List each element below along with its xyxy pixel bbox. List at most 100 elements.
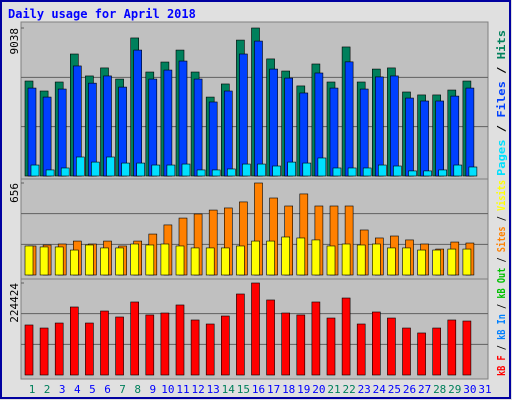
bar [438, 169, 448, 177]
bar [356, 244, 366, 276]
legend: Pages / Files / Hits [495, 30, 508, 176]
bar [296, 314, 306, 376]
x-tick-label: 27 [418, 383, 431, 396]
bar [166, 164, 176, 177]
bar [30, 164, 40, 177]
bar [70, 306, 79, 376]
x-tick-label: 20 [312, 383, 325, 396]
bar [447, 248, 457, 276]
bar [269, 68, 278, 177]
bar [130, 243, 139, 276]
bar [115, 247, 124, 276]
bar [374, 76, 384, 177]
bar [54, 322, 64, 376]
bar [163, 69, 173, 177]
bar [423, 170, 432, 177]
bar [359, 88, 369, 177]
bar [193, 78, 203, 177]
bar [211, 169, 221, 177]
bar [85, 322, 94, 376]
legend-item: Visits [495, 180, 508, 211]
bar [329, 87, 339, 177]
bar [281, 236, 291, 276]
x-tick-label: 5 [89, 383, 96, 396]
legend-item: kB F [495, 355, 508, 376]
legend-item: / [495, 59, 508, 81]
bar [296, 237, 306, 276]
legend-item: Files [495, 81, 508, 118]
bar [402, 327, 411, 376]
bar [462, 320, 472, 376]
x-tick-label: 12 [191, 383, 204, 396]
bar [205, 323, 215, 376]
bar [145, 244, 155, 276]
legend-item: kB Out [495, 268, 508, 299]
bar [356, 323, 366, 376]
bar [181, 163, 191, 177]
x-tick-label: 29 [448, 383, 461, 396]
bar [311, 301, 321, 376]
bar [27, 87, 37, 177]
x-tick-label: 31 [478, 383, 491, 396]
bar [236, 245, 245, 276]
y-tick-label: 224424 [8, 283, 21, 323]
bar [221, 247, 230, 276]
bar [387, 317, 396, 376]
bar [390, 75, 399, 177]
x-tick-label: 16 [252, 383, 265, 396]
bar [450, 95, 460, 177]
bar [91, 161, 100, 177]
x-tick-label: 23 [358, 383, 371, 396]
x-tick-label: 24 [373, 383, 387, 396]
bar [326, 245, 336, 276]
bar [136, 162, 145, 177]
x-tick-label: 25 [388, 383, 401, 396]
bar [266, 299, 275, 376]
bar [178, 60, 188, 177]
bar [362, 167, 372, 177]
y-tick-label: 656 [8, 183, 21, 203]
x-tick-label: 9 [149, 383, 156, 396]
bar [148, 78, 158, 177]
legend-item: / [495, 340, 508, 355]
bar [317, 157, 327, 177]
bar [341, 243, 351, 276]
bar [417, 332, 426, 376]
bar [326, 317, 336, 376]
bar [236, 293, 245, 376]
bar [190, 247, 200, 276]
bar [344, 61, 354, 177]
bar [224, 90, 233, 177]
x-tick-label: 30 [463, 383, 476, 396]
x-tick-label: 28 [433, 383, 446, 396]
x-tick-label: 21 [327, 383, 340, 396]
bar [432, 249, 442, 276]
bar [70, 249, 79, 276]
bar [347, 167, 357, 177]
bar [85, 244, 94, 276]
bar [257, 163, 266, 177]
x-tick-label: 4 [74, 383, 81, 396]
chart-title: Daily usage for April 2018 [8, 7, 196, 21]
bar [160, 312, 170, 376]
bar [100, 247, 109, 276]
x-tick-label: 15 [237, 383, 250, 396]
bar [266, 240, 275, 276]
legend-item: Sites [495, 226, 508, 252]
bar [251, 240, 260, 276]
legend-item: Hits [495, 30, 508, 59]
bar [106, 156, 115, 177]
x-tick-label: 2 [44, 383, 51, 396]
bar [371, 311, 381, 376]
bar [239, 53, 248, 177]
x-tick-label: 7 [119, 383, 126, 396]
bar [272, 165, 281, 177]
x-tick-label: 14 [222, 383, 236, 396]
bar [175, 245, 185, 276]
bar [408, 170, 417, 177]
bar [462, 248, 472, 276]
x-tick-label: 18 [282, 383, 295, 396]
bar [251, 282, 260, 376]
